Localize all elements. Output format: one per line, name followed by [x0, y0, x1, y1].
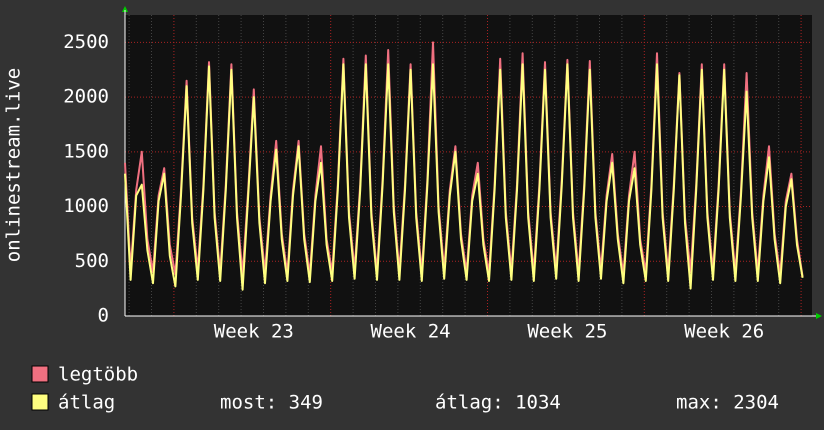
- legend-swatch: [31, 365, 49, 383]
- legend-swatch: [31, 393, 49, 411]
- y-tick-label: 500: [75, 250, 109, 272]
- axis-arrow: [122, 6, 128, 12]
- stat-current: most: 349: [220, 392, 323, 414]
- x-tick-label: Week 25: [527, 321, 607, 343]
- axis-arrow: [816, 313, 822, 319]
- y-tick-label: 1000: [63, 195, 109, 217]
- y-tick-label: 2000: [63, 86, 109, 108]
- stat-average: átlag: 1034: [435, 392, 561, 414]
- y-tick-label: 1500: [63, 140, 109, 162]
- y-tick-label: 0: [98, 305, 109, 327]
- y-tick-label: 2500: [63, 31, 109, 53]
- x-tick-label: Week 23: [214, 321, 294, 343]
- x-tick-label: Week 26: [684, 321, 764, 343]
- x-tick-label: Week 24: [371, 321, 451, 343]
- y-axis-label: onlinestream.live: [3, 68, 25, 262]
- plot-area: [125, 15, 812, 316]
- series-line: [124, 63, 804, 291]
- legend-label: legtöbb: [58, 364, 138, 386]
- legend-label: átlag: [58, 392, 115, 414]
- stat-max: max: 2304: [676, 392, 779, 414]
